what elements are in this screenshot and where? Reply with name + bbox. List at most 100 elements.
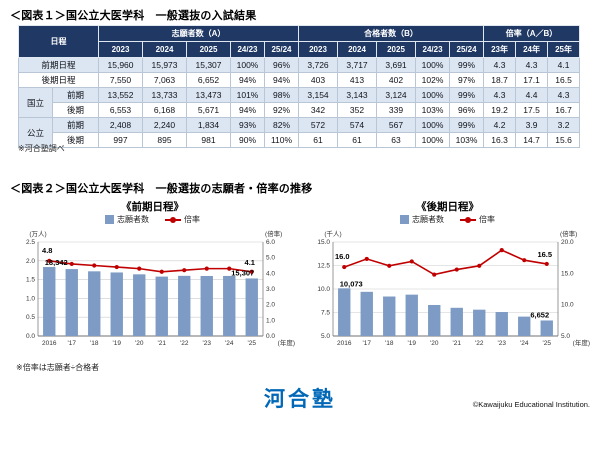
table-cell: 15,973	[142, 57, 187, 73]
legend-label-ratio: 倍率	[479, 215, 495, 224]
x-tick-label: '23	[203, 340, 212, 347]
row-group: 公立	[18, 117, 53, 148]
applicants-bar	[473, 309, 486, 336]
table-cell: 16.7	[547, 102, 581, 118]
ratio-definition-note: ※倍率は志願者÷合格者	[16, 363, 100, 372]
left-tick-label: 12.5	[317, 263, 330, 270]
applicants-bar	[178, 275, 191, 336]
table-cell: 402	[376, 72, 417, 88]
header-year: 24年	[515, 41, 549, 58]
table-cell: 4.3	[547, 87, 581, 103]
table-cell: 13,473	[186, 87, 231, 103]
table-cell: 61	[337, 132, 378, 148]
applicants-bar	[65, 269, 78, 336]
row-label: 後期	[52, 102, 99, 118]
row-label: 後期日程	[18, 72, 99, 88]
applicants-bar	[133, 274, 146, 336]
copyright-text: ©Kawaijuku Educational Institution.	[472, 400, 590, 409]
table-cell: 4.3	[483, 57, 517, 73]
applicants-bar	[360, 291, 373, 336]
right-tick-label: 5.0	[561, 333, 570, 340]
right-tick-label: 20.0	[561, 239, 574, 246]
table-cell: 3,717	[337, 57, 378, 73]
legend-item-ratio: 倍率	[165, 214, 200, 225]
x-tick-label: '22	[180, 340, 189, 347]
figure1-title: ＜図表１＞国公立大医学科 一般選抜の入試結果	[10, 10, 257, 22]
table-cell: 103%	[415, 102, 451, 118]
table-cell: 7,063	[142, 72, 187, 88]
data-label: 16.5	[537, 250, 552, 259]
x-tick-label: '24	[520, 340, 529, 347]
right-tick-label: 1.0	[266, 317, 275, 324]
table-cell: 63	[376, 132, 417, 148]
legend-label-applicants: 志願者数	[412, 215, 444, 224]
x-tick-label: '21	[158, 340, 167, 347]
ratio-marker	[182, 268, 187, 273]
header-year: 24/23	[415, 41, 451, 58]
zenki-chart-title: 《前期日程》	[121, 201, 184, 213]
table-cell: 3,726	[298, 57, 339, 73]
applicants-bar	[428, 304, 441, 336]
table-cell: 100%	[415, 132, 451, 148]
left-tick-label: 2.0	[26, 258, 35, 265]
table-cell: 97%	[449, 72, 485, 88]
kawaijuku-logo: 河合塾	[264, 388, 336, 411]
table-cell: 93%	[230, 117, 265, 133]
header-year: 2025	[186, 41, 231, 58]
table-cell: 19.2	[483, 102, 517, 118]
header-schedule: 日程	[18, 25, 99, 58]
table-cell: 82%	[263, 117, 300, 133]
left-tick-label: 2.5	[26, 239, 35, 246]
table-cell: 4.4	[515, 87, 549, 103]
legend-item-applicants: 志願者数	[105, 214, 149, 225]
table-row: 国立 前期 13,552 13,733 13,473 101% 98% 3,154 3,143 3…	[18, 87, 581, 118]
table-cell: 981	[186, 132, 231, 148]
ratio-line	[49, 260, 252, 273]
left-tick-label: 1.5	[26, 277, 35, 284]
table-row: 後期日程 7,550 7,063 6,652 94% 94% 403 413 402 102% 97…	[18, 72, 581, 88]
applicants-bar	[405, 294, 418, 336]
x-tick-label: '19	[408, 340, 417, 347]
ratio-marker	[92, 263, 97, 268]
table-cell: 5,671	[186, 102, 231, 118]
table-cell: 4.1	[547, 57, 581, 73]
left-axis-unit: (万人)	[29, 230, 46, 238]
applicants-bar	[338, 288, 351, 336]
header-accepted: 合格者数（B）	[298, 25, 485, 42]
x-tick-label: '23	[498, 340, 507, 347]
left-tick-label: 15.0	[317, 239, 330, 246]
results-table: 日程 志願者数（A） 合格者数（B） 倍率（A／B） 2023 2024 2025 24/23…	[18, 25, 581, 148]
header-year: 24/23	[230, 41, 265, 58]
right-tick-label: 3.0	[266, 286, 275, 293]
table-cell: 567	[376, 117, 417, 133]
table-cell: 3.9	[515, 117, 549, 133]
right-tick-label: 2.0	[266, 302, 275, 309]
table-cell: 99%	[449, 87, 485, 103]
table-cell: 100%	[415, 57, 451, 73]
data-label: 4.1	[245, 258, 255, 267]
header-year: 25年	[547, 41, 581, 58]
ratio-marker	[364, 256, 369, 262]
ratio-marker	[114, 264, 119, 270]
table-cell: 2,240	[142, 117, 187, 133]
data-label: 18,342	[45, 258, 68, 267]
x-tick-label: '25	[543, 340, 552, 347]
x-axis-unit: (年度)	[278, 338, 295, 347]
table-cell: 100%	[415, 87, 451, 103]
x-tick-label: 2016	[42, 340, 57, 347]
table-cell: 4.2	[483, 117, 517, 133]
ratio-marker	[137, 266, 142, 271]
table-cell: 18.7	[483, 72, 517, 88]
table-cell: 17.1	[515, 72, 549, 88]
table-cell: 61	[298, 132, 339, 148]
x-tick-label: '19	[113, 340, 122, 347]
data-label: 16.0	[335, 252, 350, 261]
x-tick-label: '20	[135, 340, 144, 347]
table-cell: 100%	[415, 117, 451, 133]
header-year: 23年	[483, 41, 517, 58]
right-tick-label: 5.0	[266, 255, 275, 262]
table-cell: 110%	[263, 132, 300, 148]
applicants-bar	[518, 316, 531, 336]
header-year: 2025	[376, 41, 417, 58]
x-tick-label: '21	[453, 340, 462, 347]
